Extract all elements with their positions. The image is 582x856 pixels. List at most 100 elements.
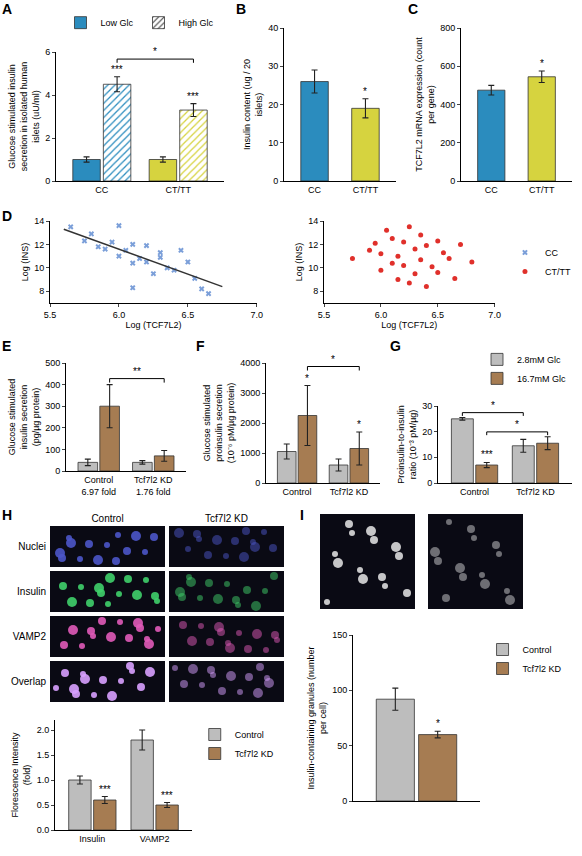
svg-text:***: *** (187, 91, 199, 102)
svg-text:Log (TCF7L2): Log (TCF7L2) (125, 320, 181, 330)
svg-text:VAMP2: VAMP2 (13, 631, 47, 642)
svg-text:2.0: 2.0 (37, 725, 50, 735)
svg-text:*: * (357, 419, 361, 430)
svg-text:Overlap: Overlap (11, 676, 46, 687)
svg-text:500: 500 (45, 358, 60, 368)
svg-text:1000: 1000 (240, 448, 260, 458)
svg-text:800: 800 (440, 23, 455, 33)
svg-text:CC: CC (485, 185, 498, 195)
svg-text:50: 50 (337, 741, 347, 751)
svg-text:TCF7L2 mRNA expression (countp: TCF7L2 mRNA expression (countper gene) (414, 37, 436, 172)
svg-text:0: 0 (55, 466, 60, 476)
svg-text:High Glc: High Glc (179, 18, 214, 28)
svg-text:CT/TT: CT/TT (529, 185, 555, 195)
svg-text:600: 600 (440, 61, 455, 71)
svg-text:***: *** (99, 784, 111, 795)
svg-text:6: 6 (45, 47, 50, 57)
svg-text:150: 150 (332, 630, 347, 640)
svg-text:5.5: 5.5 (44, 310, 57, 320)
svg-text:Tcf7l2 KD: Tcf7l2 KD (523, 664, 562, 674)
svg-text:Log (INS): Log (INS) (294, 243, 304, 282)
svg-text:*: * (363, 86, 367, 97)
svg-text:10: 10 (268, 138, 278, 148)
svg-text:0: 0 (255, 478, 260, 488)
svg-text:4: 4 (45, 90, 50, 100)
svg-text:12: 12 (34, 240, 44, 250)
svg-text:30: 30 (422, 401, 432, 411)
svg-text:14: 14 (308, 216, 318, 226)
svg-text:Proinsulin-to-insulinratio (10: Proinsulin-to-insulinratio (10⁻³ pM/µg) (396, 405, 418, 484)
svg-text:4000: 4000 (240, 358, 260, 368)
svg-text:7.0: 7.0 (251, 310, 264, 320)
svg-text:*: * (436, 718, 440, 729)
svg-text:Nuclei: Nuclei (18, 541, 46, 552)
svg-text:Tcf7l2 KD1.76 fold: Tcf7l2 KD1.76 fold (134, 475, 173, 497)
svg-text:*: * (305, 373, 309, 384)
svg-text:Log (TCF7L2): Log (TCF7L2) (381, 320, 437, 330)
svg-text:Tcf7l2 KD: Tcf7l2 KD (516, 487, 555, 497)
svg-text:Glucose stimulated insulinsecr: Glucose stimulated insulinsecretion in i… (7, 62, 40, 172)
svg-text:Control: Control (91, 513, 123, 524)
svg-text:CT/TT: CT/TT (165, 185, 191, 195)
svg-text:*: * (331, 354, 335, 365)
svg-text:**: ** (133, 366, 141, 377)
svg-text:***: *** (111, 64, 123, 75)
svg-text:Glucose stimulatedinsulin secr: Glucose stimulatedinsulin secretion(pg/µ… (7, 379, 40, 456)
svg-text:*: * (540, 58, 544, 69)
svg-text:Log (INS): Log (INS) (20, 243, 30, 282)
svg-text:400: 400 (45, 380, 60, 390)
svg-text:Florescence Intensity(fold): Florescence Intensity(fold) (10, 732, 32, 818)
svg-text:0: 0 (427, 478, 432, 488)
svg-text:100: 100 (45, 445, 60, 455)
svg-text:2.8mM Glc: 2.8mM Glc (517, 355, 561, 365)
svg-text:Control: Control (235, 730, 264, 740)
svg-text:7.0: 7.0 (488, 310, 501, 320)
svg-text:Tcf7l2 KD: Tcf7l2 KD (235, 749, 274, 759)
svg-text:Tcf7l2 KD: Tcf7l2 KD (205, 513, 248, 524)
svg-text:10: 10 (34, 263, 44, 273)
svg-text:CT/TT: CT/TT (353, 185, 379, 195)
svg-text:0.5: 0.5 (37, 800, 50, 810)
svg-text:Glucose stimulatedproinsulin s: Glucose stimulatedproinsulin secretion(1… (202, 383, 235, 463)
svg-text:*: * (491, 400, 495, 411)
svg-text:6.5: 6.5 (182, 310, 195, 320)
svg-text:CC: CC (95, 185, 108, 195)
svg-text:8: 8 (39, 286, 44, 296)
svg-text:Insulin-containing granules (n: Insulin-containing granules (numberper c… (306, 646, 328, 789)
svg-text:14: 14 (34, 216, 44, 226)
svg-text:40: 40 (268, 23, 278, 33)
svg-text:Control: Control (283, 487, 312, 497)
svg-text:8: 8 (313, 286, 318, 296)
svg-text:Control: Control (523, 645, 552, 655)
svg-text:3000: 3000 (240, 388, 260, 398)
svg-text:2: 2 (45, 133, 50, 143)
svg-text:200: 200 (440, 138, 455, 148)
svg-text:0: 0 (450, 176, 455, 186)
svg-text:Control: Control (460, 487, 489, 497)
svg-text:400: 400 (440, 100, 455, 110)
svg-text:CC: CC (545, 248, 558, 258)
svg-text:0: 0 (342, 796, 347, 806)
svg-text:12: 12 (308, 240, 318, 250)
svg-text:1.0: 1.0 (37, 775, 50, 785)
svg-text:10: 10 (422, 452, 432, 462)
svg-text:5.5: 5.5 (318, 310, 331, 320)
svg-text:***: *** (161, 790, 173, 801)
svg-text:6.0: 6.0 (375, 310, 388, 320)
svg-text:Insulin content (ug / 20islets: Insulin content (ug / 20islets) (242, 59, 264, 150)
svg-text:6.0: 6.0 (113, 310, 126, 320)
svg-text:0: 0 (45, 176, 50, 186)
svg-text:*: * (153, 46, 157, 57)
svg-text:30: 30 (268, 61, 278, 71)
svg-text:*: * (515, 419, 519, 430)
svg-text:0: 0 (273, 176, 278, 186)
svg-text:20: 20 (422, 427, 432, 437)
svg-text:CC: CC (308, 185, 321, 195)
svg-text:Control6.97 fold: Control6.97 fold (81, 475, 116, 497)
svg-text:10: 10 (308, 263, 318, 273)
svg-text:VAMP2: VAMP2 (140, 834, 170, 844)
svg-text:0.0: 0.0 (37, 825, 50, 835)
svg-text:***: *** (481, 449, 493, 460)
svg-text:CT/TT: CT/TT (545, 267, 571, 277)
svg-text:Insulin: Insulin (79, 834, 105, 844)
